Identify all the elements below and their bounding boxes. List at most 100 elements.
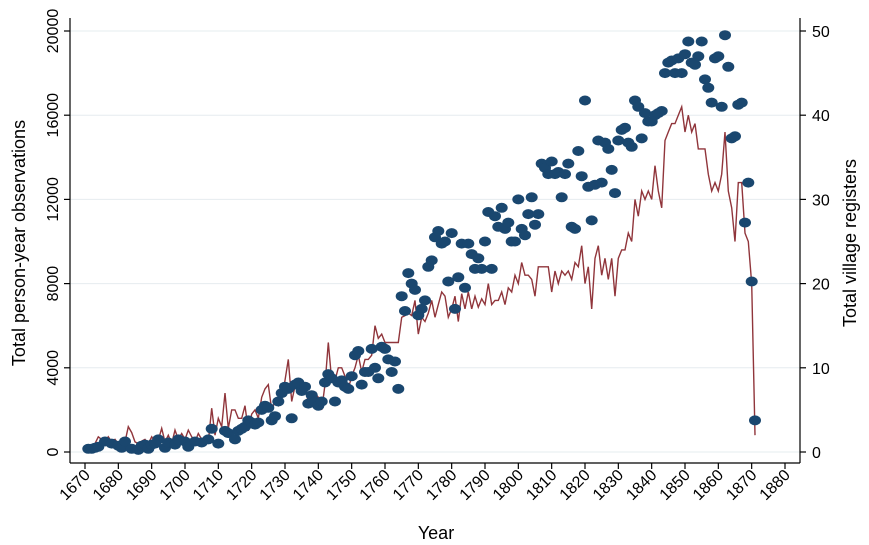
registers-line [87,104,756,449]
observation-point [345,371,358,382]
x-tick-label: 1750 [323,467,360,504]
observation-point [392,383,405,394]
x-tick-label: 1780 [423,467,460,504]
observation-point [735,97,748,108]
observation-point [479,236,491,247]
observation-point [679,49,691,60]
observation-point [485,263,498,274]
observation-point [695,36,708,47]
observation-point [739,217,751,228]
observation-point [525,192,538,203]
observation-point [385,367,398,377]
observation-point [532,209,545,220]
x-axis-title: Year [418,523,454,543]
observation-point [719,30,731,41]
observation-point [722,61,735,72]
observation-point [489,211,501,222]
observation-point [545,156,558,167]
observation-point [315,396,328,407]
observation-point [355,379,368,390]
observation-point [749,415,761,426]
observation-point [395,291,408,302]
observation-point [399,306,411,316]
x-tick-label: 1820 [557,467,594,504]
observation-point [619,122,631,133]
observation-point [712,51,725,62]
observation-point [119,436,131,447]
y-right-tick-label: 20 [812,277,830,294]
observation-point [202,434,215,445]
observation-point [745,276,758,287]
observation-point [372,373,385,384]
y-left-tick-label: 0 [45,447,62,456]
observation-point [575,171,588,182]
y-right-tick-label: 40 [812,108,830,125]
observation-point [569,223,581,234]
observation-point [705,97,718,108]
observation-point [252,417,265,428]
observation-point [605,164,618,175]
observation-point [212,438,225,449]
observation-point [609,188,621,199]
observation-point [729,131,741,142]
observation-point [559,169,571,180]
observation-point [555,192,568,203]
observation-point [229,434,241,445]
observation-point [495,202,508,213]
x-tick-label: 1680 [90,467,127,504]
observation-point [572,146,585,156]
observation-point [152,434,165,445]
x-tick-label: 1850 [657,467,694,504]
x-tick-label: 1790 [457,467,494,504]
observation-point [459,282,471,293]
observation-point [675,68,688,79]
observation-point [419,295,431,306]
observation-point [595,177,608,188]
observation-point [425,255,438,266]
x-tick-label: 1880 [757,467,794,504]
x-tick-label: 1760 [357,467,394,504]
y-right-tick-label: 0 [812,445,821,462]
x-tick-label: 1840 [623,467,660,504]
axes [69,18,801,464]
observation-point [692,51,705,62]
observation-point [402,268,415,279]
x-tick-label: 1800 [490,467,527,504]
observation-point [579,95,591,106]
grid-lines [70,30,800,453]
y-right-tick-label: 10 [812,361,830,378]
observation-point [262,402,275,413]
observation-point [439,236,451,247]
y-left-axis-title: Total person-year observations [9,120,29,366]
observation-point [682,36,695,47]
observation-point [379,343,391,354]
observation-point [715,101,728,112]
observation-point [299,381,311,392]
observation-point [445,228,458,239]
observation-point [342,383,355,394]
x-tick-label: 1730 [257,467,294,504]
x-tick-label: 1870 [723,467,760,504]
y-left-tick-label: 16000 [45,93,62,138]
x-tick-label: 1720 [223,467,260,504]
observation-point [502,217,515,228]
observation-point [639,108,651,119]
observation-point [352,346,365,356]
observation-point [365,343,378,354]
observation-point [369,362,381,373]
observation-point [409,284,421,295]
x-tick-label: 1770 [390,467,427,504]
y-left-tick-label: 20000 [45,9,62,54]
observation-point [415,303,428,314]
observation-point [272,396,285,407]
observation-point [742,177,755,188]
y-left-tick-label: 4000 [45,350,62,386]
observation-point [329,396,341,407]
y-right-tick-label: 50 [812,24,830,41]
y-left-tick-label: 12000 [45,177,62,222]
observation-point [699,74,711,85]
x-tick-label: 1740 [290,467,327,504]
observation-point [529,219,541,230]
y-right-tick-label: 30 [812,192,830,209]
observation-point [612,135,625,146]
